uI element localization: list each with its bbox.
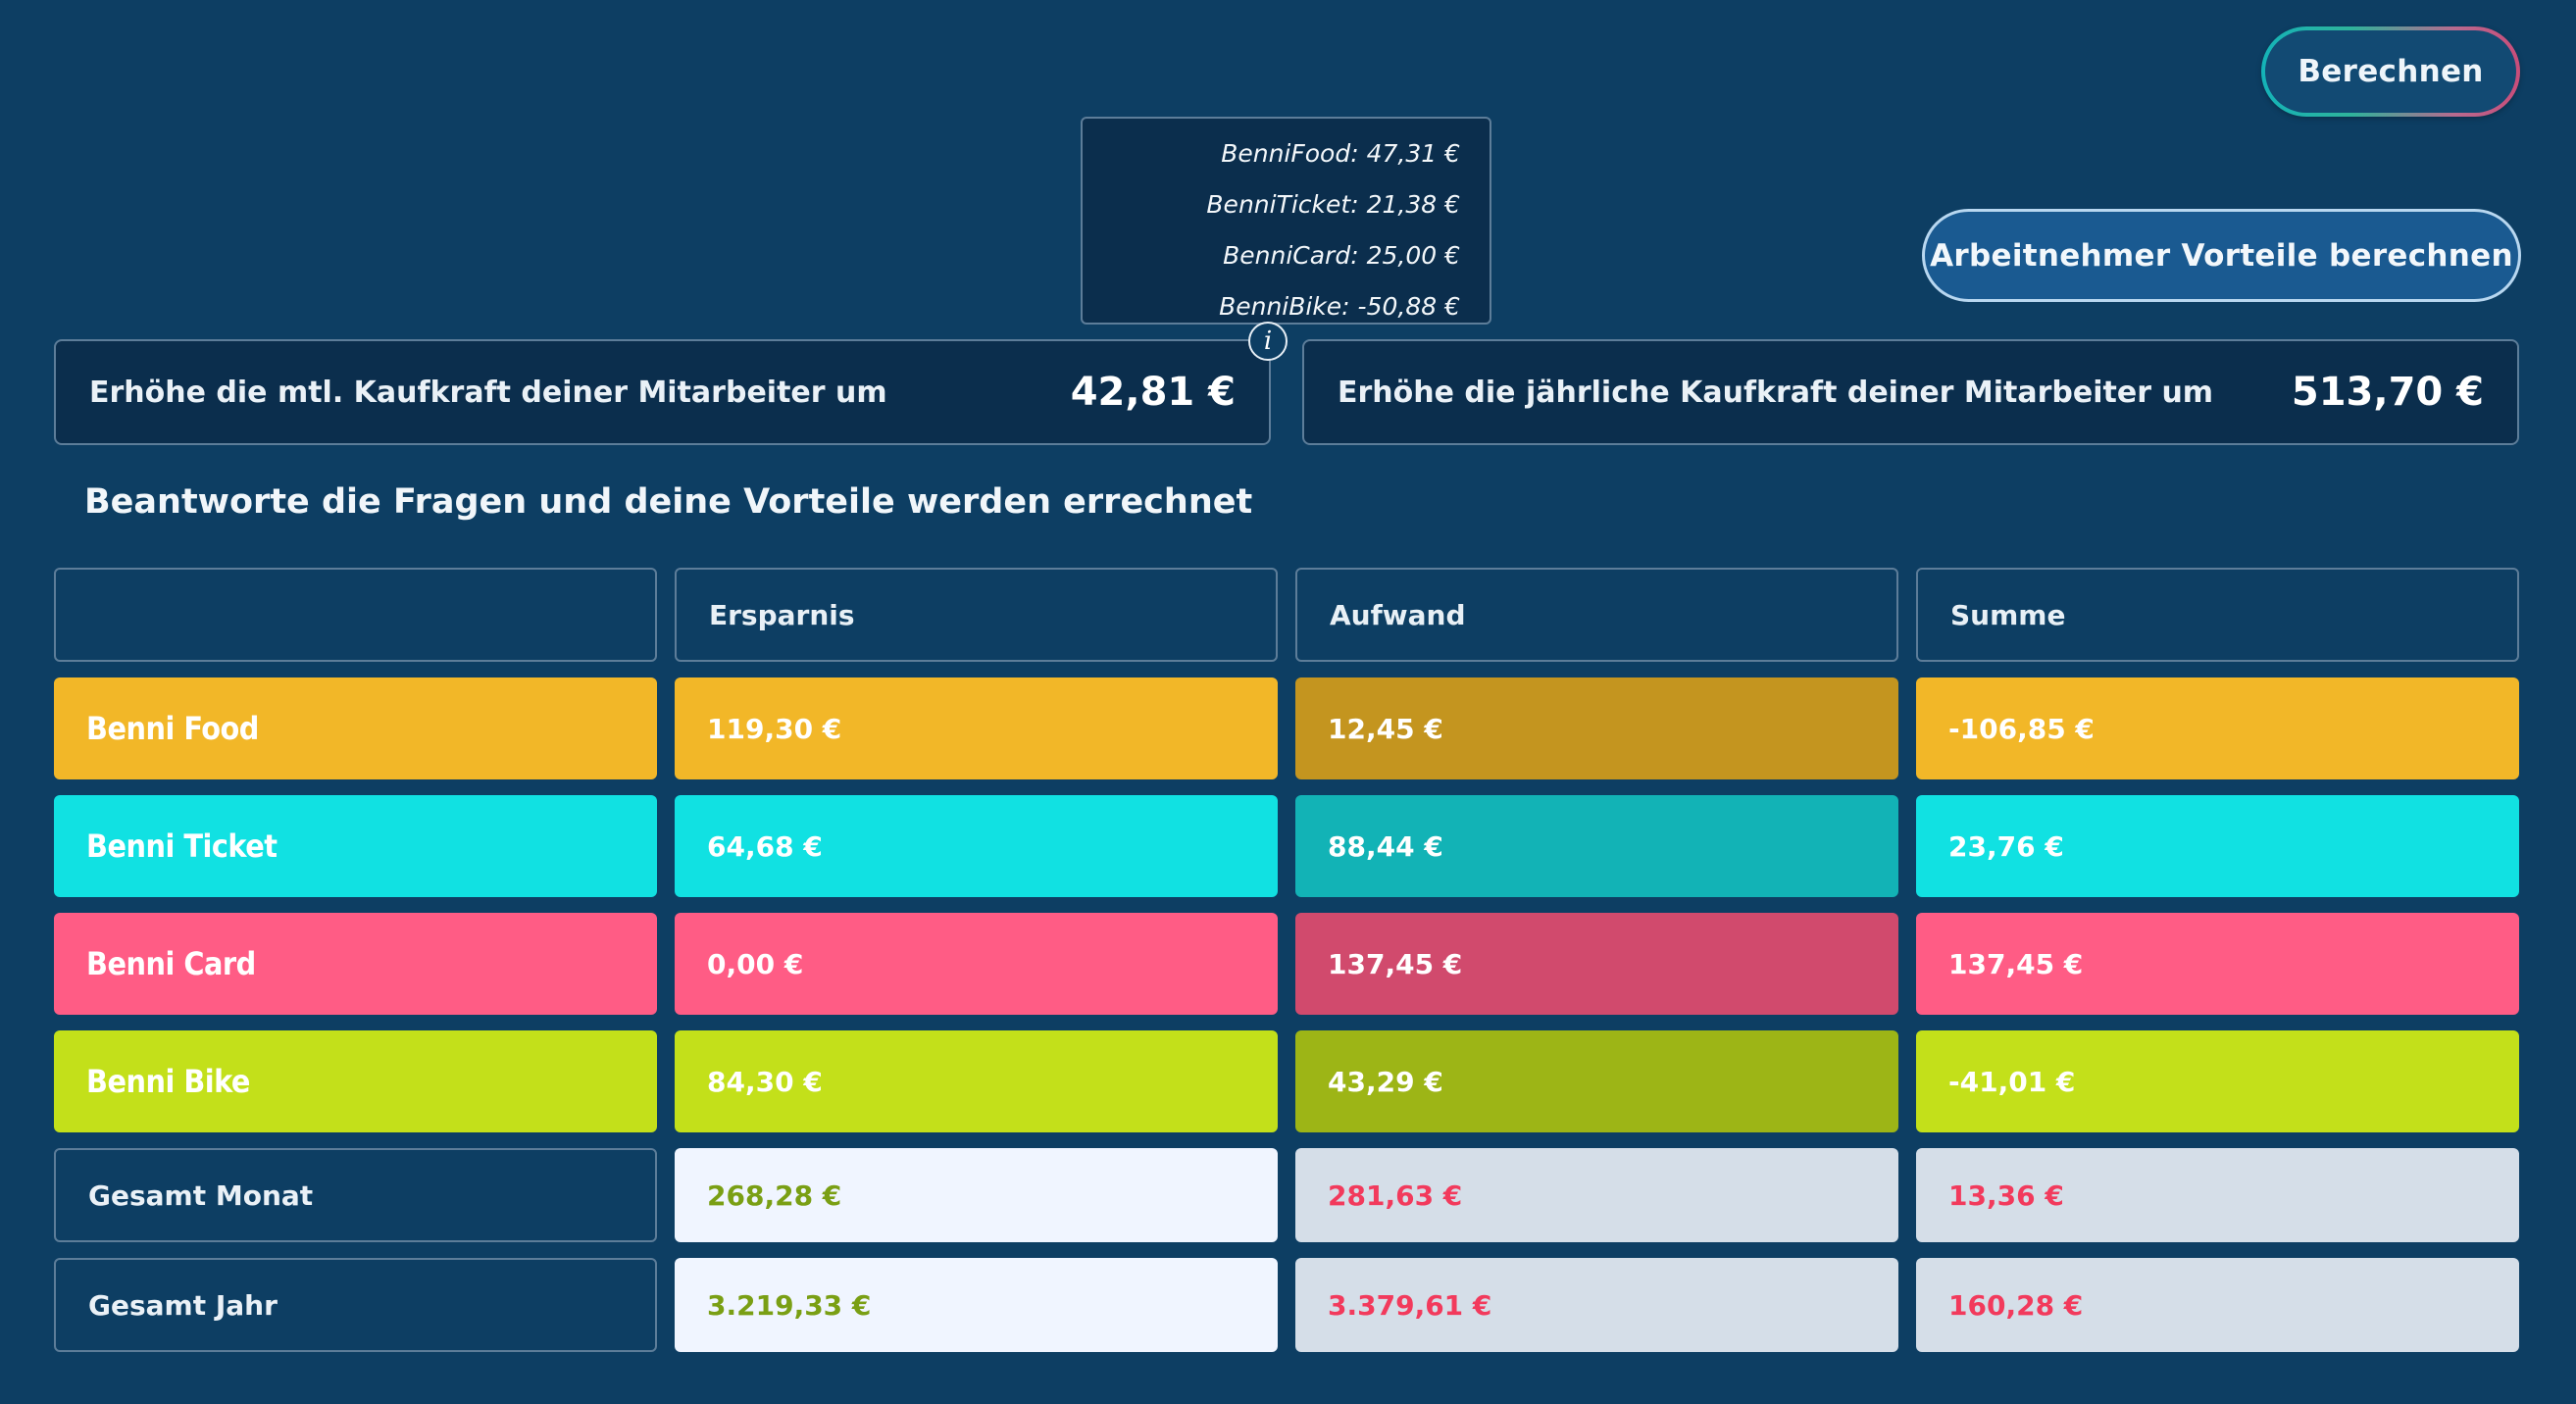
table-header-aufwand: Aufwand [1295, 568, 1898, 662]
food-aufwand: 12,45 € [1295, 677, 1898, 779]
total-month-summe: 13,36 € [1916, 1148, 2519, 1242]
tooltip-line-ticket: BenniTicket: 21,38 € [1206, 190, 1460, 219]
bike-aufwand: 43,29 € [1295, 1030, 1898, 1132]
table-header-summe: Summe [1916, 568, 2519, 662]
row-name-card: Benni Card [54, 913, 657, 1015]
berechnen-button[interactable]: Berechnen [2261, 26, 2520, 117]
total-year-ersparnis: 3.219,33 € [675, 1258, 1278, 1352]
benefits-tooltip: BenniFood: 47,31 € BenniTicket: 21,38 € … [1081, 117, 1491, 325]
total-year-summe: 160,28 € [1916, 1258, 2519, 1352]
section-subtitle: Beantworte die Fragen und deine Vorteile… [84, 482, 1253, 522]
total-year-label: Gesamt Jahr [54, 1258, 657, 1352]
row-name-ticket: Benni Ticket [54, 795, 657, 897]
yearly-kaufkraft-box: Erhöhe die jährliche Kaufkraft deiner Mi… [1302, 339, 2519, 445]
food-ersparnis: 119,30 € [675, 677, 1278, 779]
ticket-ersparnis: 64,68 € [675, 795, 1278, 897]
total-month-ersparnis: 268,28 € [675, 1148, 1278, 1242]
tooltip-line-food: BenniFood: 47,31 € [1221, 139, 1460, 168]
food-summe: -106,85 € [1916, 677, 2519, 779]
ticket-summe: 23,76 € [1916, 795, 2519, 897]
tooltip-line-card: BenniCard: 25,00 € [1223, 241, 1460, 270]
monthly-kaufkraft-label: Erhöhe die mtl. Kaufkraft deiner Mitarbe… [89, 375, 887, 410]
arbeitnehmer-vorteile-button[interactable]: Arbeitnehmer Vorteile berechnen [1922, 209, 2521, 302]
bike-ersparnis: 84,30 € [675, 1030, 1278, 1132]
info-icon[interactable]: i [1248, 322, 1288, 361]
total-month-label: Gesamt Monat [54, 1148, 657, 1242]
monthly-kaufkraft-value: 42,81 € [1070, 370, 1236, 415]
total-year-aufwand: 3.379,61 € [1295, 1258, 1898, 1352]
table-header-ersparnis: Ersparnis [675, 568, 1278, 662]
monthly-kaufkraft-box: Erhöhe die mtl. Kaufkraft deiner Mitarbe… [54, 339, 1271, 445]
yearly-kaufkraft-label: Erhöhe die jährliche Kaufkraft deiner Mi… [1338, 375, 2214, 410]
tooltip-line-bike: BenniBike: -50,88 € [1219, 292, 1460, 321]
row-name-food: Benni Food [54, 677, 657, 779]
bike-summe: -41,01 € [1916, 1030, 2519, 1132]
card-ersparnis: 0,00 € [675, 913, 1278, 1015]
card-summe: 137,45 € [1916, 913, 2519, 1015]
table-header-empty [54, 568, 657, 662]
card-aufwand: 137,45 € [1295, 913, 1898, 1015]
ticket-aufwand: 88,44 € [1295, 795, 1898, 897]
row-name-bike: Benni Bike [54, 1030, 657, 1132]
yearly-kaufkraft-value: 513,70 € [2291, 370, 2484, 415]
total-month-aufwand: 281,63 € [1295, 1148, 1898, 1242]
